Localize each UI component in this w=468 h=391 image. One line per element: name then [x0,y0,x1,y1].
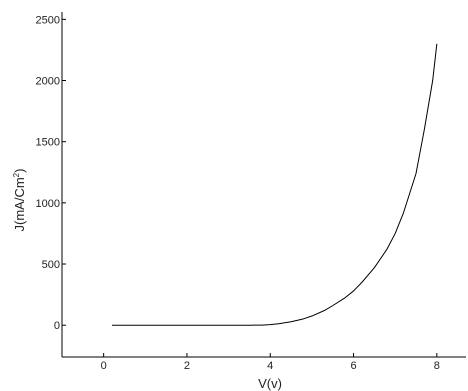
y-tick-label: 2500 [36,14,60,26]
x-tick-label: 6 [350,360,356,372]
series-line-0 [111,43,438,326]
y-tick-label: 1000 [36,198,60,210]
x-tick-label: 8 [434,360,440,372]
series-layer [111,43,438,326]
y-ticks: 0 500 1000 1500 2000 2500 [36,14,66,332]
y-tick-label: 500 [42,259,60,271]
y-axis-title: J(mA/Cm2) [12,169,27,232]
axes [61,12,466,358]
y-tick-label: 1500 [36,137,60,149]
x-ticks: 0 2 4 6 8 [101,353,440,372]
y-tick-label: 2000 [36,76,60,88]
y-axis-title-suffix: ) [12,169,27,173]
x-axis-title: V(v) [258,376,282,391]
x-tick-label: 0 [101,360,107,372]
y-axis-title-superscript: 2 [12,172,21,177]
y-tick-label: 0 [54,320,60,332]
x-tick-label: 4 [267,360,273,372]
x-tick-label: 2 [184,360,190,372]
y-axis-title-prefix: J(mA/Cm [12,177,27,231]
